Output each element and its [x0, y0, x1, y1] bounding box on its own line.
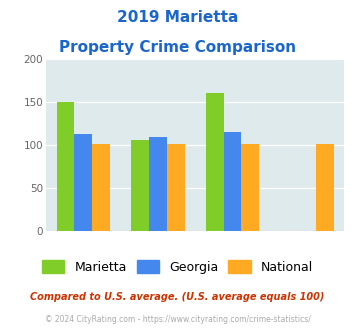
Bar: [75, 134, 92, 231]
Bar: [56, 102, 75, 231]
Bar: [224, 132, 241, 231]
Bar: [167, 144, 185, 231]
Text: Property Crime Comparison: Property Crime Comparison: [59, 40, 296, 54]
Text: Compared to U.S. average. (U.S. average equals 100): Compared to U.S. average. (U.S. average …: [30, 292, 325, 302]
Bar: [206, 93, 224, 231]
Text: © 2024 CityRating.com - https://www.cityrating.com/crime-statistics/: © 2024 CityRating.com - https://www.city…: [45, 315, 310, 324]
Bar: [131, 140, 149, 231]
Bar: [92, 144, 110, 231]
Legend: Marietta, Georgia, National: Marietta, Georgia, National: [37, 255, 318, 279]
Bar: [316, 144, 334, 231]
Text: 2019 Marietta: 2019 Marietta: [117, 10, 238, 25]
Bar: [241, 144, 260, 231]
Bar: [149, 138, 167, 231]
